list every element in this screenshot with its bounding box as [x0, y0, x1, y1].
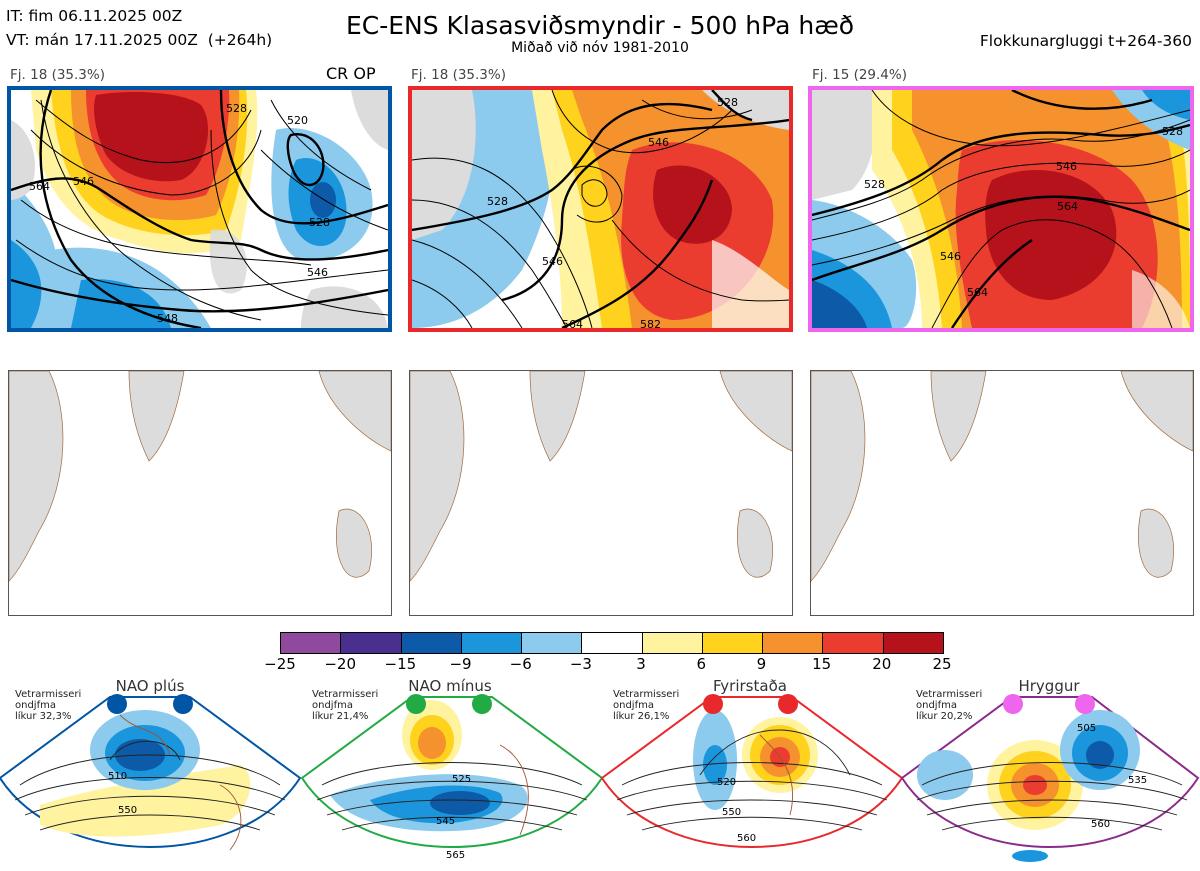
- colorbar-segment: [401, 633, 462, 653]
- regime-title-ridge: Hryggur: [1018, 677, 1080, 695]
- contour-label: 546: [940, 250, 961, 263]
- regime-fans: 510 550 525 545 565 520 550 560 505 535 …: [0, 694, 1200, 862]
- colorbar-segment: [582, 633, 643, 653]
- cluster-map-2: 528 546 528 546 564 582: [408, 86, 793, 332]
- colorbar-segment: [883, 633, 943, 653]
- regime-dot: [406, 694, 426, 714]
- regime-title-nao-minus: NAO mínus: [408, 677, 492, 695]
- regime-contour-label: 545: [436, 816, 455, 827]
- regime-contour-label: 560: [737, 833, 756, 844]
- anomaly-colorbar: [280, 632, 944, 654]
- contour-label: 582: [640, 318, 661, 328]
- valid-time: VT: mán 17.11.2025 00Z (+264h): [6, 31, 273, 49]
- regime-contour-label: 535: [1128, 775, 1147, 786]
- cluster-map-3-graphic: 528 546 528 564 546 564: [812, 90, 1190, 328]
- regime-dot: [173, 694, 193, 714]
- regime-title-nao-plus: NAO plús: [115, 677, 185, 695]
- empty-map-3: [810, 370, 1194, 616]
- regime-contour-label: 565: [446, 850, 465, 861]
- contour-label: 564: [562, 318, 583, 328]
- regime-contour-label: 505: [1077, 723, 1096, 734]
- panel-1-label: Fj. 18 (35.3%): [10, 67, 105, 83]
- regime-note-nao-plus: Vetrarmisseri ondjfma líkur 32,3%: [15, 689, 82, 722]
- contour-label: 528: [864, 178, 885, 191]
- colorbar-segment: [281, 633, 342, 653]
- regime-dot: [1003, 694, 1023, 714]
- contour-label: 528: [309, 216, 330, 229]
- contour-label: 520: [287, 114, 308, 127]
- classification-window: Flokkunargluggi t+264-360: [979, 32, 1192, 50]
- colorbar-tick-label: 15: [812, 655, 832, 673]
- colorbar-tick-label: 6: [696, 655, 707, 673]
- colorbar-segment: [642, 633, 703, 653]
- colorbar-tick-label: 9: [756, 655, 767, 673]
- cluster-map-3: 528 546 528 564 546 564: [808, 86, 1194, 332]
- colorbar-tick-label: 20: [872, 655, 892, 673]
- regime-title-blocking: Fyrirstaða: [713, 677, 787, 695]
- empty-map-1-land: [9, 371, 391, 582]
- cluster-map-1: 528 520 546 528 546 548 564: [7, 86, 392, 332]
- panel-2-label: Fj. 18 (35.3%): [411, 67, 506, 83]
- contour-label: 564: [29, 180, 50, 193]
- colorbar-ticks: −25 −20 −15 −9 −6 −3 3 6 9 15 20 25: [264, 655, 951, 675]
- regime-contour-label: 560: [1091, 819, 1110, 830]
- regime-panels: 510 550 525 545 565 520 550 560 505 535 …: [0, 675, 1200, 871]
- colorbar-segment: [461, 633, 523, 653]
- colorbar-segment: [763, 633, 824, 653]
- regime-dot: [703, 694, 723, 714]
- colorbar-segment: [522, 633, 583, 653]
- regime-contour-label: 510: [108, 771, 127, 782]
- contour-label: 546: [307, 266, 328, 279]
- contour-label: 548: [157, 312, 178, 325]
- contour-label: 546: [1056, 160, 1077, 173]
- contour-label: 528: [1162, 125, 1183, 138]
- contour-label: 564: [967, 286, 988, 299]
- page-subtitle: Miðað við nóv 1981-2010: [511, 40, 689, 56]
- empty-map-3-land: [811, 371, 1193, 582]
- regime-note-blocking: Vetrarmisseri ondjfma líkur 26,1%: [613, 689, 680, 722]
- cluster-map-1-graphic: 528 520 546 528 546 548 564: [11, 90, 388, 328]
- colorbar-tick-label: −3: [569, 655, 592, 673]
- colorbar-tick-label: −20: [324, 655, 356, 673]
- panel-1-tag: CR OP: [326, 64, 376, 83]
- contour-label: 564: [1057, 200, 1078, 213]
- empty-map-2-land: [410, 371, 792, 582]
- colorbar-tick-label: −6: [509, 655, 532, 673]
- colorbar-tick-label: −15: [384, 655, 417, 673]
- regime-contour-label: 520: [717, 777, 736, 788]
- regime-dot: [107, 694, 127, 714]
- colorbar-tick-label: −9: [449, 655, 472, 673]
- page-title: EC-ENS Klasasviðsmyndir - 500 hPa hæð: [345, 11, 855, 40]
- cluster-map-2-graphic: 528 546 528 546 564 582: [412, 90, 789, 328]
- regime-contour-label: 550: [118, 805, 137, 816]
- colorbar-tick-label: 25: [932, 655, 952, 673]
- regime-dot: [1075, 694, 1095, 714]
- regime-note-nao-minus: Vetrarmisseri ondjfma líkur 21,4%: [312, 689, 379, 722]
- colorbar-segment: [341, 633, 402, 653]
- regime-contour-label: 525: [452, 774, 471, 785]
- contour-label: 528: [717, 96, 738, 109]
- colorbar-tick-label: −25: [264, 655, 296, 673]
- colorbar-segment: [823, 633, 884, 653]
- initial-time: IT: fim 06.11.2025 00Z: [6, 7, 183, 25]
- colorbar-segment: [702, 633, 764, 653]
- panel-3-label: Fj. 15 (29.4%): [812, 67, 907, 83]
- contour-label: 528: [226, 102, 247, 115]
- regime-dot: [472, 694, 492, 714]
- contour-label: 528: [487, 195, 508, 208]
- regime-dot: [778, 694, 798, 714]
- colorbar-tick-label: 3: [636, 655, 646, 673]
- empty-map-2: [409, 370, 793, 616]
- empty-map-1: [8, 370, 392, 616]
- regime-contour-label: 550: [722, 807, 741, 818]
- regime-note-ridge: Vetrarmisseri ondjfma líkur 20,2%: [916, 689, 983, 722]
- contour-label: 546: [648, 136, 669, 149]
- contour-label: 546: [542, 255, 563, 268]
- contour-label: 546: [73, 175, 94, 188]
